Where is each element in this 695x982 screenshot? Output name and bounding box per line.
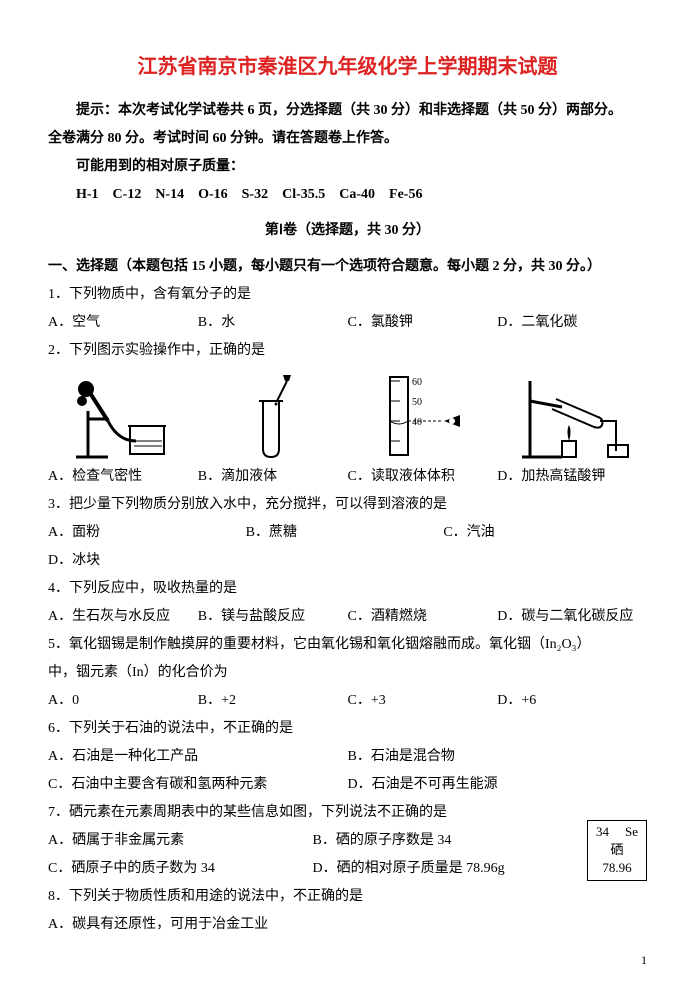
q5-opt-a: A．0 (48, 687, 198, 715)
q4-opt-d: D．碳与二氧化碳反应 (497, 603, 647, 631)
q3-opt-b: B．蔗糖 (246, 519, 444, 547)
q4-opt-c: C．酒精燃烧 (348, 603, 498, 631)
q1-opt-c: C．氯酸钾 (348, 309, 498, 337)
q2-opt-d: D．加热高锰酸钾 (497, 463, 647, 491)
q6-opt-c: C．石油中主要含有碳和氢两种元素 (48, 771, 348, 799)
q2-opt-b: B．滴加液体 (198, 463, 348, 491)
q7-opt-b: B．硒的原子序数是 34 (313, 827, 578, 855)
q5-opt-c: C．+3 (348, 687, 498, 715)
q1-opt-a: A．空气 (48, 309, 198, 337)
element-name: 硒 (588, 841, 646, 859)
q1-opt-b: B．水 (198, 309, 348, 337)
q5-stem-1: 5．氧化铟锡是制作触摸屏的重要材料，它由氧化锡和氧化铟熔融而成。氧化铟（In₂O… (48, 631, 647, 659)
q4-opt-a: A．生石灰与水反应 (48, 603, 198, 631)
svg-text:50: 50 (412, 397, 422, 408)
q7-stem: 7．硒元素在元素周期表中的某些信息如图，下列说法不正确的是 (48, 799, 647, 827)
element-box: 34 Se 硒 78.96 (587, 820, 647, 881)
exam-title: 江苏省南京市秦淮区九年级化学上学期期末试题 (48, 50, 647, 79)
q4-stem: 4．下列反应中，吸收热量的是 (48, 575, 647, 603)
q1-opt-d: D．二氧化碳 (497, 309, 647, 337)
q5-opt-b: B．+2 (198, 687, 348, 715)
q2-stem: 2．下列图示实验操作中，正确的是 (48, 337, 647, 365)
atomic-masses: H-1 C-12 N-14 O-16 S-32 Cl-35.5 Ca-40 Fe… (48, 181, 647, 209)
page-number: 1 (641, 953, 647, 968)
intro-line-3: 可能用到的相对原子质量： (48, 153, 647, 181)
svg-text:40: 40 (412, 417, 422, 428)
q5-opt-d: D．+6 (497, 687, 647, 715)
q7-opt-c: C．硒原子中的质子数为 34 (48, 855, 313, 883)
q2-fig-b (198, 371, 348, 461)
part-header: 第Ⅰ卷（选择题，共 30 分） (48, 219, 647, 239)
q5-stem-2: 中，铟元素（In）的化合价为 (48, 659, 647, 687)
q8-stem: 8．下列关于物质性质和用途的说法中，不正确的是 (48, 883, 647, 911)
q7-opt-d: D．硒的相对原子质量是 78.96g (313, 855, 578, 883)
q6-opt-d: D．石油是不可再生能源 (348, 771, 648, 799)
q2-opt-c: C．读取液体体积 (348, 463, 498, 491)
q2-fig-a (48, 371, 198, 461)
q6-opt-a: A．石油是一种化工产品 (48, 743, 348, 771)
svg-text:60: 60 (412, 377, 422, 388)
q7-opt-a: A．硒属于非金属元素 (48, 827, 313, 855)
q8-opt-a: A．碳具有还原性，可用于冶金工业 (48, 911, 647, 939)
q4-opt-b: B．镁与盐酸反应 (198, 603, 348, 631)
element-number: 34 (596, 823, 609, 841)
q3-opt-d: D．冰块 (48, 547, 647, 575)
intro-line-1: 提示：本次考试化学试卷共 6 页，分选择题（共 30 分）和非选择题（共 50 … (48, 97, 647, 125)
q3-opt-a: A．面粉 (48, 519, 246, 547)
q2-fig-d (497, 371, 647, 461)
q3-stem: 3．把少量下列物质分别放入水中，充分搅拌，可以得到溶液的是 (48, 491, 647, 519)
q6-stem: 6．下列关于石油的说法中，不正确的是 (48, 715, 647, 743)
element-symbol: Se (625, 823, 638, 841)
intro-line-2: 全卷满分 80 分。考试时间 60 分钟。请在答题卷上作答。 (48, 125, 647, 153)
q6-opt-b: B．石油是混合物 (348, 743, 648, 771)
q3-opt-c: C．汽油 (443, 519, 641, 547)
section-1-header: 一、选择题（本题包括 15 小题，每小题只有一个选项符合题意。每小题 2 分，共… (48, 253, 647, 281)
element-mass: 78.96 (588, 859, 646, 877)
q2-fig-c: 60 50 40 (348, 371, 498, 461)
q2-figures: 60 50 40 (48, 371, 647, 461)
q1-stem: 1．下列物质中，含有氧分子的是 (48, 281, 647, 309)
q2-opt-a: A．检查气密性 (48, 463, 198, 491)
